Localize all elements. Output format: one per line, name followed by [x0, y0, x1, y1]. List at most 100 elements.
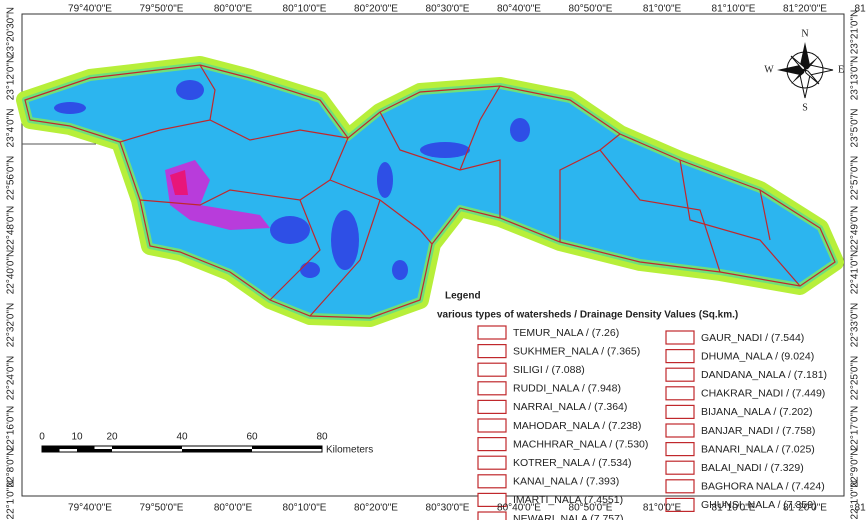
scale-bar-segment — [77, 449, 112, 452]
lat-label-right: 22°41'0"N — [850, 250, 861, 295]
legend-swatch — [477, 455, 507, 470]
lat-label-right: 22°25'0"N — [850, 356, 861, 401]
legend-item: DHUMA_NALA / (9.024) — [701, 350, 814, 362]
lat-label-right: 22°33'0"N — [850, 303, 861, 348]
lon-label-top: 79°40'0"E — [68, 4, 112, 15]
legend-item: BANJAR_NADI / (7.758) — [701, 425, 815, 437]
lat-label-right: 22°49'0"N — [850, 206, 861, 251]
legend-item: CHAKRAR_NADI / (7.449) — [701, 388, 825, 400]
legend-item: DANDANA_NALA / (7.181) — [701, 369, 827, 381]
lon-label-top: 81°10'0"E — [712, 4, 756, 15]
legend-swatch — [665, 386, 695, 401]
lat-label-right: 22°57'0"N — [850, 156, 861, 201]
legend-item: KOTRER_NALA / (7.534) — [513, 457, 631, 469]
lon-label-top: 80°50'0"E — [569, 4, 613, 15]
lon-label-bottom: 80°40'0"E — [497, 503, 541, 514]
legend-swatch — [665, 479, 695, 494]
lon-label-bottom: 81°30'0"E — [855, 503, 866, 514]
legend-swatch — [477, 362, 507, 377]
legend-item: SILIGI / (7.088) — [513, 364, 585, 376]
legend-swatch — [477, 492, 507, 507]
lat-label-left: 23°4'0"N — [6, 109, 17, 148]
legend-swatch — [665, 460, 695, 475]
lon-label-top: 80°0'0"E — [214, 4, 253, 15]
lat-label-left: 22°16'0"N — [6, 406, 17, 451]
scale-bar-segment — [42, 446, 77, 449]
legend-item: BALAI_NADI / (7.329) — [701, 462, 804, 474]
lat-label-left: 22°24'0"N — [6, 356, 17, 401]
scale-bar-segment — [252, 446, 322, 449]
legend-item: IMARTI_NALA (7.4551) — [513, 494, 623, 506]
scale-tick-label: 0 — [39, 432, 45, 443]
lon-label-top: 80°10'0"E — [283, 4, 327, 15]
lat-label-right: 22°1'0"N — [850, 481, 861, 520]
very-high-density — [165, 160, 270, 230]
legend-item: MACHHRAR_NALA / (7.530) — [513, 438, 648, 450]
lat-label-right: 23°13'0"N — [850, 56, 861, 101]
lon-label-top: 79°50'0"E — [140, 4, 184, 15]
scale-tick-label: 80 — [316, 432, 328, 443]
lon-label-bottom: 80°50'0"E — [569, 503, 613, 514]
high-density-patches — [54, 80, 530, 280]
legend-swatch — [665, 404, 695, 419]
legend-swatch — [665, 442, 695, 457]
scale-bar-segment — [42, 449, 60, 452]
lon-label-top: 80°40'0"E — [497, 4, 541, 15]
scale-unit: Kilometers — [326, 445, 373, 456]
compass-letter: S — [802, 102, 808, 113]
lon-label-bottom: 79°40'0"E — [68, 503, 112, 514]
legend-item: KANAI_NALA / (7.393) — [513, 476, 619, 488]
lon-label-bottom: 80°30'0"E — [426, 503, 470, 514]
lat-label-left: 22°40'0"N — [6, 250, 17, 295]
lat-label-left: 22°32'0"N — [6, 303, 17, 348]
terrain — [16, 56, 844, 327]
legend-item: MAHODAR_NALA / (7.238) — [513, 420, 641, 432]
legend-item: NEWARI_NALA (7.757) — [513, 513, 624, 520]
lat-label-left: 23°12'0"N — [6, 56, 17, 101]
lon-label-bottom: 81°10'0"E — [712, 503, 756, 514]
lon-label-bottom: 81°0'0"E — [643, 503, 682, 514]
lon-label-top: 81°30'0"E — [855, 4, 866, 15]
lat-label-right: 22°17'0"N — [850, 406, 861, 451]
scale-bar-segment — [112, 446, 182, 449]
lon-label-top: 81°20'0"E — [783, 4, 827, 15]
legend-swatch — [477, 511, 507, 520]
legend-swatch — [477, 399, 507, 414]
legend-swatch — [665, 330, 695, 345]
peak-density — [170, 170, 188, 195]
legend-subtitle: various types of watersheds / Drainage D… — [437, 310, 738, 321]
scale-bar: 0 10 20 40 60 80 Kilometers — [39, 432, 373, 456]
lon-label-top: 81°0'0"E — [643, 4, 682, 15]
legend-swatch — [477, 418, 507, 433]
legend-item: GAUR_NADI / (7.544) — [701, 332, 804, 344]
legend-swatch — [665, 349, 695, 364]
legend-swatch — [477, 437, 507, 452]
compass: N E S W — [764, 28, 844, 113]
lat-label-right: 23°21'0"N — [850, 10, 861, 55]
compass-letter: W — [764, 64, 774, 75]
legend-item: TEMUR_NALA / (7.26) — [513, 327, 619, 339]
legend-swatch — [477, 344, 507, 359]
legend-swatch — [665, 497, 695, 512]
lat-label-left: 22°56'0"N — [6, 156, 17, 201]
scale-tick-label: 40 — [176, 432, 188, 443]
legend-item: GHUNSI_NALA / (7.359) — [701, 499, 817, 511]
scale-bar-segment — [77, 446, 95, 449]
legend-item: NARRAI_NALA / (7.364) — [513, 401, 627, 413]
legend-title: Legend — [445, 291, 481, 302]
legend-swatch — [477, 381, 507, 396]
legend-item: BAGHORA NALA / (7.424) — [701, 481, 825, 493]
lat-label-right: 22°9'0"N — [850, 449, 861, 488]
scale-tick-label: 10 — [71, 432, 83, 443]
legend-item: SUKHMER_NALA / (7.365) — [513, 345, 640, 357]
legend-item: BANARI_NALA / (7.025) — [701, 443, 815, 455]
lon-label-bottom: 80°0'0"E — [214, 503, 253, 514]
lon-label-top: 80°20'0"E — [354, 4, 398, 15]
lat-label-left: 23°20'30"N — [6, 7, 17, 57]
legend-swatch — [477, 325, 507, 340]
lon-label-bottom: 79°50'0"E — [140, 503, 184, 514]
lat-label-left: 22°8'0"N — [6, 449, 17, 488]
lat-label-left: 22°48'0"N — [6, 206, 17, 251]
watershed-boundaries — [24, 64, 836, 319]
